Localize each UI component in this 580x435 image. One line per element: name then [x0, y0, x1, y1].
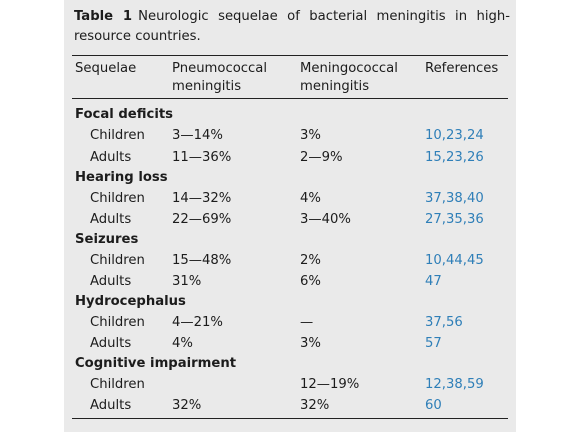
group-title-hearing-loss: Hearing loss — [75, 170, 168, 185]
header-pneumococcal: Pneumococcal meningitis — [172, 61, 268, 94]
reference-links[interactable]: 10,23,24 — [425, 128, 484, 143]
meningococcal-value: 2—9% — [300, 150, 343, 165]
reference-links[interactable]: 37,56 — [425, 315, 463, 330]
row-label: Children — [90, 377, 145, 392]
pneumococcal-value: 15—48% — [172, 253, 232, 268]
meningococcal-value: 32% — [300, 398, 330, 413]
header-references: References — [425, 61, 499, 76]
meningococcal-value: 2% — [300, 253, 321, 268]
group-title-hydrocephalus: Hydrocephalus — [75, 294, 186, 309]
pneumococcal-value: 4% — [172, 336, 193, 351]
bottom-rule — [72, 418, 508, 419]
table-panel: Table 1 Neurologic sequelae of bacterial … — [64, 0, 516, 432]
group-title-seizures: Seizures — [75, 232, 139, 247]
row-label: Adults — [90, 150, 132, 165]
reference-links[interactable]: 15,23,26 — [425, 150, 484, 165]
reference-links[interactable]: 37,38,40 — [425, 191, 484, 206]
table-row: Adults 22—69% 3—40% 27,35,36 — [64, 211, 516, 229]
group-title-focal-deficits: Focal deficits — [75, 107, 174, 122]
reference-links[interactable]: 60 — [425, 398, 442, 413]
meningococcal-value: 3—40% — [300, 212, 351, 227]
reference-links[interactable]: 57 — [425, 336, 442, 351]
pneumococcal-value: 31% — [172, 274, 202, 289]
table-row: Adults 11—36% 2—9% 15,23,26 — [64, 149, 516, 167]
reference-links[interactable]: 27,35,36 — [425, 212, 484, 227]
header-sequelae: Sequelae — [75, 61, 137, 76]
meningococcal-value: 12—19% — [300, 377, 360, 392]
table-row: Children 12—19% 12,38,59 — [64, 376, 516, 394]
table-caption-text: Neurologic sequelae of bacterial meningi… — [74, 9, 510, 44]
table-row: Children 14—32% 4% 37,38,40 — [64, 190, 516, 208]
row-label: Children — [90, 253, 145, 268]
reference-links[interactable]: 10,44,45 — [425, 253, 484, 268]
meningococcal-value: 3% — [300, 336, 321, 351]
table-row: Adults 4% 3% 57 — [64, 335, 516, 353]
pneumococcal-value: 32% — [172, 398, 202, 413]
row-label: Adults — [90, 398, 132, 413]
table-row: Adults 31% 6% 47 — [64, 273, 516, 291]
top-rule — [72, 55, 508, 56]
table-number: Table 1 — [74, 9, 133, 24]
row-label: Adults — [90, 274, 132, 289]
table-row: Children 15—48% 2% 10,44,45 — [64, 252, 516, 270]
header-rule — [72, 98, 508, 99]
pneumococcal-value: 4—21% — [172, 315, 223, 330]
pneumococcal-value: 11—36% — [172, 150, 232, 165]
reference-links[interactable]: 12,38,59 — [425, 377, 484, 392]
header-meningococcal: Meningococcal meningitis — [300, 61, 398, 94]
table-row: Children 3—14% 3% 10,23,24 — [64, 127, 516, 145]
meningococcal-value: — — [300, 315, 314, 330]
table-row: Adults 32% 32% 60 — [64, 397, 516, 415]
table-row: Children 4—21% — 37,56 — [64, 314, 516, 332]
row-label: Children — [90, 191, 145, 206]
pneumococcal-value: 14—32% — [172, 191, 232, 206]
reference-links[interactable]: 47 — [425, 274, 442, 289]
pneumococcal-value: 3—14% — [172, 128, 223, 143]
row-label: Adults — [90, 212, 132, 227]
row-label: Children — [90, 128, 145, 143]
table-caption: Table 1 Neurologic sequelae of bacterial … — [74, 7, 510, 47]
pneumococcal-value: 22—69% — [172, 212, 232, 227]
meningococcal-value: 3% — [300, 128, 321, 143]
group-title-cognitive-impairment: Cognitive impairment — [75, 356, 237, 371]
row-label: Adults — [90, 336, 132, 351]
meningococcal-value: 6% — [300, 274, 321, 289]
row-label: Children — [90, 315, 145, 330]
meningococcal-value: 4% — [300, 191, 321, 206]
